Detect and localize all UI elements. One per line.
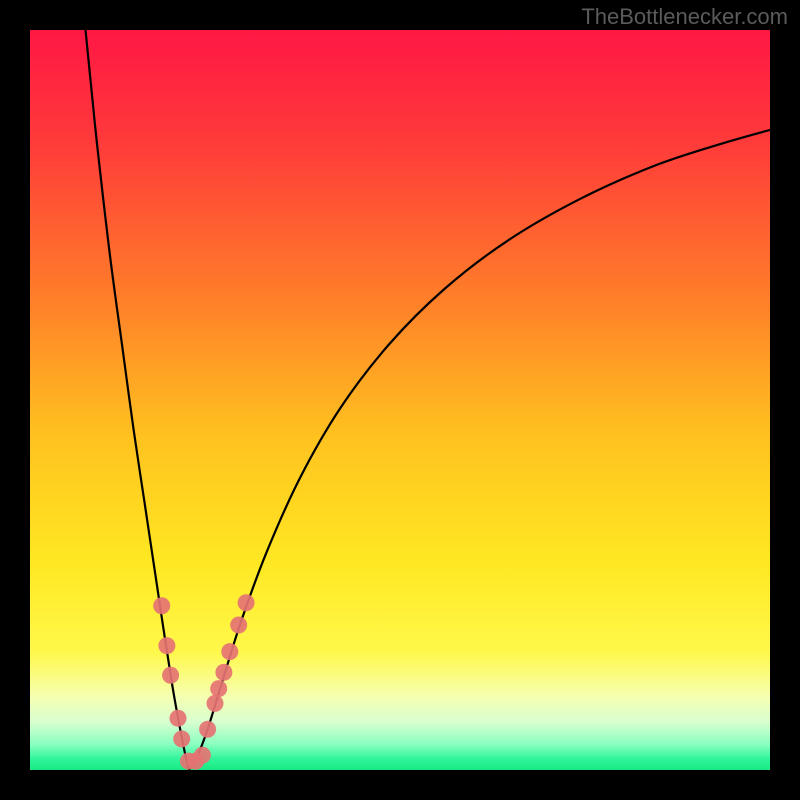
data-marker	[158, 637, 175, 654]
data-marker	[215, 664, 232, 681]
chart-stage: TheBottlenecker.com	[0, 0, 800, 800]
data-marker	[230, 616, 247, 633]
data-marker	[207, 695, 224, 712]
data-marker	[238, 594, 255, 611]
data-marker	[199, 721, 216, 738]
data-marker	[173, 730, 190, 747]
data-marker	[170, 710, 187, 727]
data-marker	[153, 597, 170, 614]
watermark-text: TheBottlenecker.com	[581, 4, 788, 30]
data-marker	[221, 643, 238, 660]
data-marker	[194, 747, 211, 764]
plot-background	[30, 30, 770, 770]
data-marker	[210, 680, 227, 697]
chart-svg	[30, 30, 770, 770]
data-marker	[162, 667, 179, 684]
